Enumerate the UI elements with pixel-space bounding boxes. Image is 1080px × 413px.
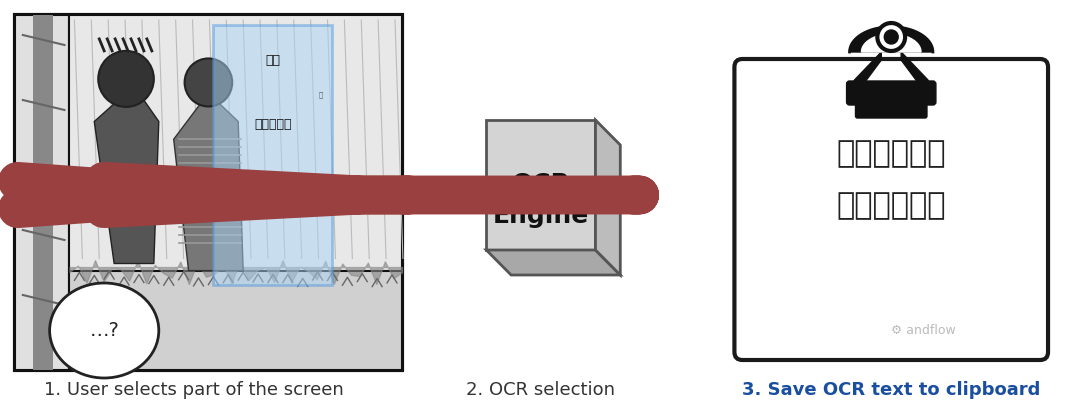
Text: 帰らないと: 帰らないと <box>254 119 292 131</box>
Circle shape <box>98 51 153 107</box>
Text: もう帰らない
と日が暮れる: もう帰らない と日が暮れる <box>837 140 946 221</box>
Polygon shape <box>850 52 881 92</box>
Text: 1. User selects part of the screen: 1. User selects part of the screen <box>43 381 343 399</box>
Polygon shape <box>486 250 620 275</box>
FancyBboxPatch shape <box>15 15 69 370</box>
Circle shape <box>877 23 905 51</box>
Text: もう: もう <box>266 54 281 66</box>
FancyBboxPatch shape <box>214 25 333 285</box>
FancyBboxPatch shape <box>15 15 402 370</box>
Polygon shape <box>174 93 243 271</box>
FancyBboxPatch shape <box>855 100 927 118</box>
Text: く: く <box>319 92 323 98</box>
FancyBboxPatch shape <box>69 15 402 271</box>
FancyBboxPatch shape <box>32 15 53 370</box>
Polygon shape <box>850 27 933 52</box>
Text: 2. OCR selection: 2. OCR selection <box>467 381 616 399</box>
Text: 3. Save OCR text to clipboard: 3. Save OCR text to clipboard <box>742 381 1040 399</box>
Polygon shape <box>901 52 933 92</box>
Polygon shape <box>486 120 595 250</box>
Text: …?: …? <box>90 321 119 340</box>
Circle shape <box>185 59 232 107</box>
FancyBboxPatch shape <box>847 81 936 105</box>
FancyBboxPatch shape <box>69 271 402 370</box>
Circle shape <box>885 30 899 44</box>
Text: OCR
Engine: OCR Engine <box>492 172 589 228</box>
Ellipse shape <box>50 283 159 378</box>
Text: ⚙ andflow: ⚙ andflow <box>891 323 956 337</box>
Polygon shape <box>862 34 921 52</box>
FancyBboxPatch shape <box>734 59 1048 360</box>
Text: 日が暮れる: 日が暮れる <box>254 194 292 206</box>
Polygon shape <box>94 86 159 263</box>
Polygon shape <box>595 120 620 275</box>
